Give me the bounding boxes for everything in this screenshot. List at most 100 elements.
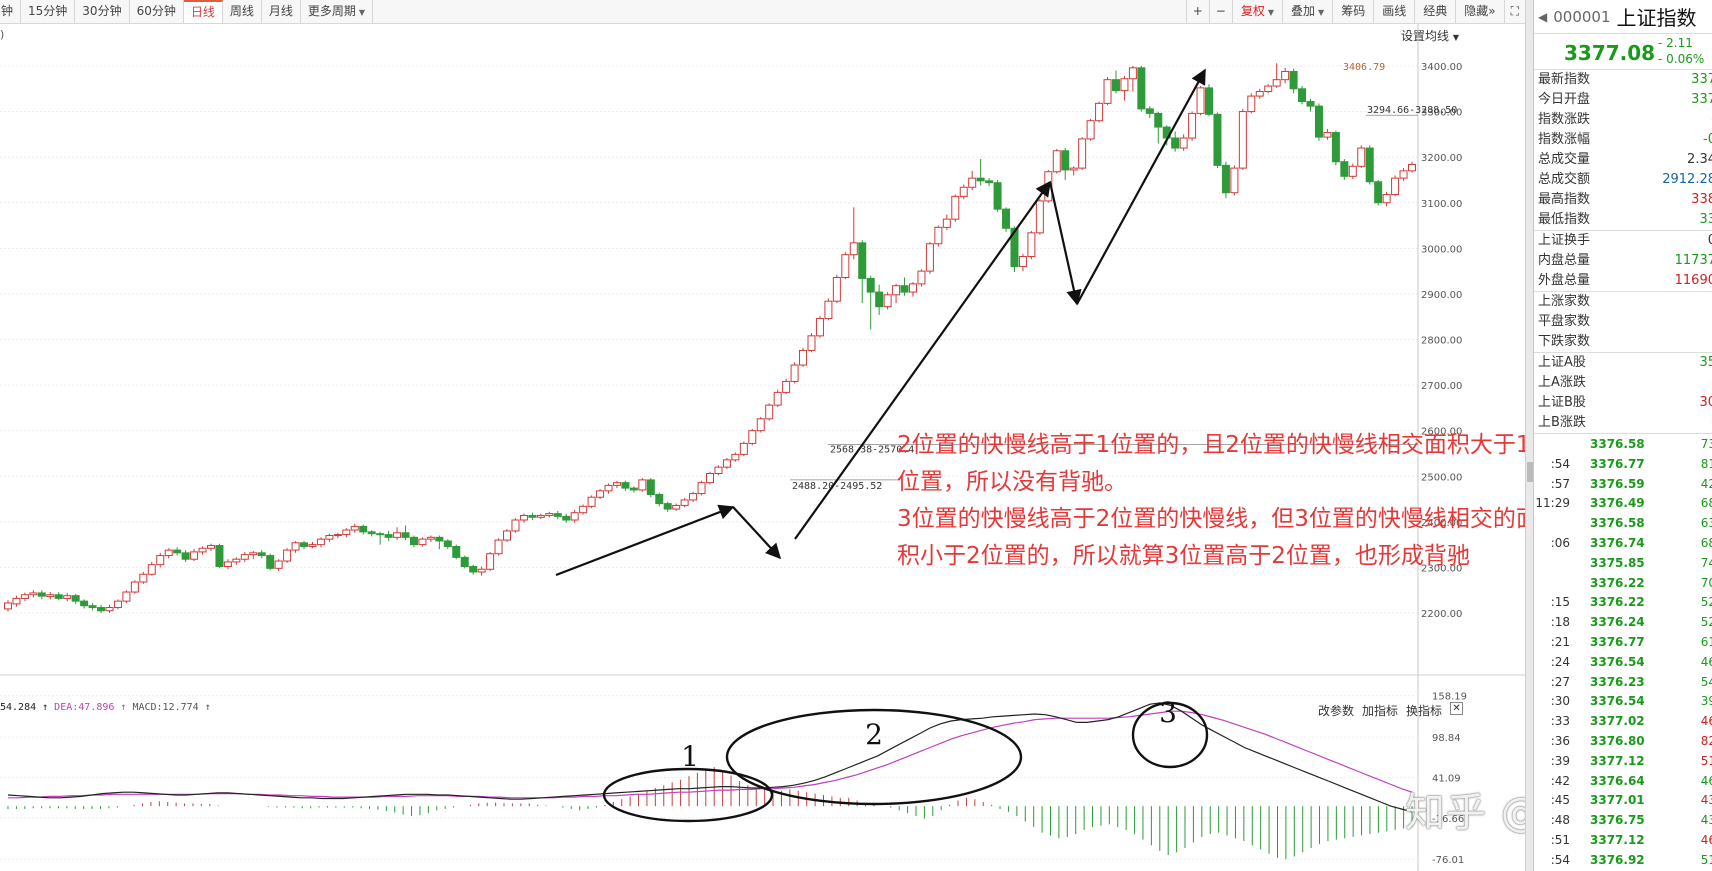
- quote-stat-label: 外盘总量: [1538, 273, 1591, 288]
- quote-stat-value: 30: [1699, 395, 1712, 410]
- draw-line-button[interactable]: 画线: [1373, 0, 1414, 23]
- candle-body: [1247, 95, 1256, 113]
- candle-body: [1120, 78, 1129, 92]
- candle-body: [274, 560, 283, 569]
- tick-price: 3376.24: [1590, 615, 1645, 630]
- quote-stat-label: 指数涨幅: [1538, 132, 1591, 147]
- candle-body: [198, 547, 207, 553]
- candle-body: [215, 545, 224, 568]
- macd-axis-label: 41.09: [1432, 773, 1461, 784]
- candle-body: [443, 540, 452, 547]
- period-tab[interactable]: 15分钟: [21, 0, 76, 23]
- panel-splitter[interactable]: [1525, 0, 1533, 871]
- quote-stat-value: 2912.28: [1662, 172, 1712, 187]
- candle-body: [1289, 70, 1298, 90]
- price-axis-label: 2500.00: [1421, 472, 1462, 483]
- close-icon[interactable]: ✕: [1450, 702, 1464, 715]
- candle-body: [1078, 138, 1087, 169]
- candle-body: [562, 515, 571, 521]
- kline-chart[interactable]: 3400.00 3300.00 3200.00 3100.00 3000.00 2900.…: [0, 24, 1525, 871]
- chips-button[interactable]: 筹码: [1332, 0, 1373, 23]
- tick-price: 3376.58: [1590, 516, 1645, 531]
- candle-body: [689, 493, 698, 501]
- tick-row: :54 3376.92 51: [1534, 850, 1712, 870]
- period-tab[interactable]: 更多周期 ▼: [300, 0, 374, 23]
- candle-body: [266, 555, 275, 569]
- tick-row: 3376.22 70: [1534, 573, 1712, 593]
- zoom-out-button[interactable]: −: [1208, 0, 1232, 23]
- period-tab[interactable]: 30分钟: [75, 0, 130, 23]
- ma-settings-dropdown[interactable]: 设置均线 ▼: [1401, 27, 1459, 44]
- price-axis-label: 3100.00: [1421, 199, 1462, 210]
- candle-body: [621, 482, 630, 489]
- tick-time: :33: [1550, 714, 1570, 729]
- period-tab[interactable]: 周线: [222, 0, 262, 23]
- period-tab[interactable]: 日线: [183, 0, 223, 23]
- candle-body: [1323, 132, 1332, 138]
- caret-left-icon[interactable]: ◀: [1538, 9, 1548, 24]
- tick-time: :54: [1550, 456, 1570, 471]
- ma-settings-label: 设置均线: [1401, 29, 1450, 43]
- candle-body: [1061, 150, 1070, 171]
- tick-price: 3377.01: [1590, 793, 1645, 808]
- quote-stat-row: 今日开盘 337: [1534, 90, 1712, 110]
- tick-price: 3375.85: [1590, 555, 1645, 570]
- price-axis-label: 2800.00: [1421, 336, 1462, 347]
- candle-body: [934, 226, 943, 245]
- macd-axis-label: 98.84: [1432, 733, 1461, 744]
- candle-body: [1095, 102, 1104, 122]
- quote-stat-value: 2.34: [1687, 152, 1712, 167]
- fullscreen-icon[interactable]: ⛶: [1503, 0, 1525, 23]
- candle-body: [951, 195, 960, 220]
- candle-body: [71, 595, 80, 602]
- chart-tools: + − 复权 ▼ 叠加 ▼ 筹码 画线 经典 隐藏» ⛶: [1185, 0, 1525, 24]
- candle-body: [37, 592, 46, 597]
- tick-row: :21 3376.77 61: [1534, 632, 1712, 652]
- quote-stat-value: 338: [1691, 192, 1712, 207]
- quote-stat-label: 总成交量: [1538, 152, 1591, 167]
- candle-body: [97, 607, 106, 612]
- candle-body: [350, 525, 359, 531]
- quote-stat-label: 指数涨跌: [1538, 112, 1591, 127]
- tick-price: 3376.77: [1590, 634, 1645, 649]
- tick-list[interactable]: 3376.58 73:54 3376.77 81:57 3376.59 42 11:29 33…: [1534, 433, 1712, 871]
- overlay-dropdown[interactable]: 叠加 ▼: [1282, 0, 1332, 23]
- candle-body: [1264, 85, 1273, 93]
- tick-time: :42: [1550, 773, 1570, 788]
- tick-row: :39 3377.12 51: [1534, 751, 1712, 771]
- change-params-button[interactable]: 改参数: [1318, 704, 1355, 718]
- turnover-stats: 上证换手 0 内盘总量 11737 外盘总量 11690: [1534, 230, 1712, 291]
- tick-volume: 61: [1700, 634, 1712, 649]
- candle-body: [63, 595, 72, 599]
- price-change: - 2.11: [1658, 36, 1693, 50]
- restore-rights-dropdown[interactable]: 复权 ▼: [1231, 0, 1282, 23]
- candle-body: [1213, 113, 1222, 166]
- indicator-corner-mark: ): [0, 28, 5, 41]
- period-tab[interactable]: 钟: [0, 0, 22, 23]
- candle-body: [545, 513, 554, 516]
- stock-name: 上证指数: [1616, 6, 1697, 30]
- tick-row: :36 3376.80 82: [1534, 731, 1712, 751]
- zoom-in-button[interactable]: +: [1185, 0, 1209, 23]
- candle-body: [570, 512, 579, 521]
- tick-volume: 68: [1700, 496, 1712, 511]
- last-price: 3377.08: [1564, 41, 1656, 65]
- quote-stat-row: 上A涨跌-: [1534, 373, 1712, 393]
- candle-body: [1298, 88, 1307, 103]
- candle-body: [604, 484, 613, 492]
- period-tab[interactable]: 月线: [261, 0, 301, 23]
- switch-indicator-button[interactable]: 换指标: [1406, 704, 1443, 718]
- period-tabs: 钟 15分钟 30分钟 60分钟 日线 周线 月线 更多周期 ▼: [0, 0, 374, 24]
- hide-button[interactable]: 隐藏»: [1455, 0, 1503, 23]
- candle-body: [20, 594, 29, 599]
- classic-button[interactable]: 经典: [1414, 0, 1455, 23]
- add-indicator-button[interactable]: 加指标: [1362, 704, 1399, 718]
- tick-time: :15: [1550, 595, 1570, 610]
- tick-time: [1534, 553, 1576, 573]
- splitter-grip[interactable]: [1527, 462, 1533, 482]
- candle-body: [1171, 137, 1180, 149]
- candle-body: [1374, 181, 1383, 204]
- candle-body: [1010, 227, 1019, 268]
- candle-body: [190, 551, 199, 560]
- period-tab[interactable]: 60分钟: [129, 0, 184, 23]
